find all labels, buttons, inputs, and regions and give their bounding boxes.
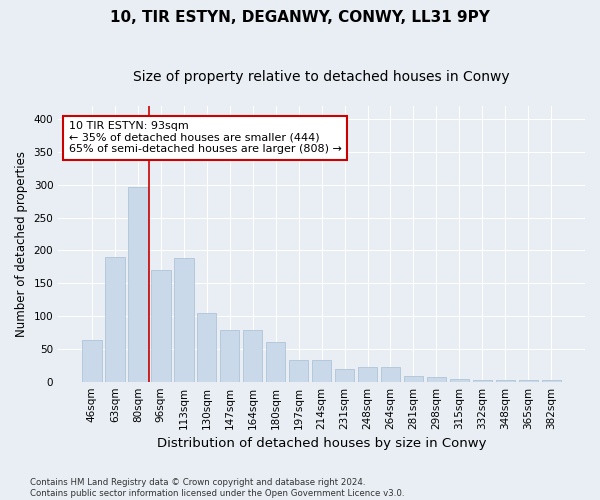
Bar bbox=[473, 380, 492, 382]
Title: Size of property relative to detached houses in Conwy: Size of property relative to detached ho… bbox=[133, 70, 510, 84]
Bar bbox=[266, 342, 286, 382]
Bar bbox=[82, 340, 101, 382]
Text: 10 TIR ESTYN: 93sqm
← 35% of detached houses are smaller (444)
65% of semi-detac: 10 TIR ESTYN: 93sqm ← 35% of detached ho… bbox=[69, 121, 341, 154]
Text: 10, TIR ESTYN, DEGANWY, CONWY, LL31 9PY: 10, TIR ESTYN, DEGANWY, CONWY, LL31 9PY bbox=[110, 10, 490, 25]
Bar bbox=[151, 270, 170, 382]
Bar bbox=[312, 360, 331, 382]
Bar bbox=[449, 379, 469, 382]
Bar bbox=[404, 376, 423, 382]
Bar bbox=[542, 380, 561, 382]
Bar bbox=[128, 186, 148, 382]
Bar bbox=[518, 380, 538, 382]
Bar bbox=[427, 377, 446, 382]
Bar bbox=[335, 368, 355, 382]
Bar bbox=[105, 257, 125, 382]
Bar bbox=[289, 360, 308, 382]
Bar bbox=[358, 367, 377, 382]
Bar bbox=[197, 314, 217, 382]
Bar bbox=[381, 367, 400, 382]
Text: Contains HM Land Registry data © Crown copyright and database right 2024.
Contai: Contains HM Land Registry data © Crown c… bbox=[30, 478, 404, 498]
Bar bbox=[174, 258, 194, 382]
Bar bbox=[496, 380, 515, 382]
Bar bbox=[243, 330, 262, 382]
Y-axis label: Number of detached properties: Number of detached properties bbox=[15, 151, 28, 337]
X-axis label: Distribution of detached houses by size in Conwy: Distribution of detached houses by size … bbox=[157, 437, 487, 450]
Bar bbox=[220, 330, 239, 382]
